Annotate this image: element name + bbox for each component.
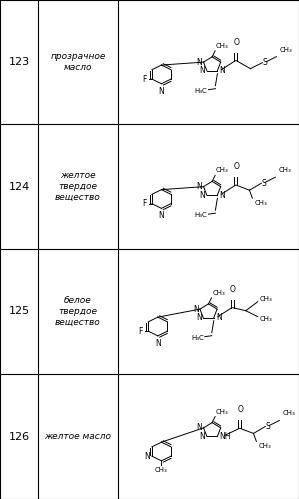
Text: CH₃: CH₃ (279, 47, 292, 53)
Text: 123: 123 (8, 57, 30, 67)
Text: S: S (265, 422, 270, 431)
Text: N: N (196, 182, 202, 191)
Text: N: N (200, 432, 205, 441)
Text: N: N (219, 191, 225, 200)
Text: NH: NH (219, 432, 231, 441)
Text: N: N (196, 313, 202, 322)
Text: F: F (142, 74, 147, 83)
Text: N: N (158, 211, 164, 220)
Text: желтое
твердое
вещество: желтое твердое вещество (55, 171, 101, 202)
Text: F: F (138, 327, 143, 336)
Text: N: N (155, 339, 161, 348)
Text: 126: 126 (8, 432, 30, 442)
Text: O: O (234, 162, 239, 171)
Text: CH₃: CH₃ (216, 167, 229, 173)
Text: H₃C: H₃C (195, 88, 208, 94)
Text: CH₃: CH₃ (216, 409, 229, 415)
Text: N: N (219, 66, 225, 75)
Text: H₃C: H₃C (195, 212, 208, 218)
Text: 125: 125 (8, 306, 30, 316)
Text: N: N (200, 66, 205, 75)
Text: CH₃: CH₃ (260, 296, 273, 302)
Text: O: O (237, 406, 243, 415)
Text: F: F (142, 199, 147, 208)
Text: N: N (196, 423, 202, 433)
Text: 124: 124 (8, 182, 30, 192)
Text: белое
твердое
вещество: белое твердое вещество (55, 296, 101, 327)
Text: O: O (230, 285, 236, 294)
Text: S: S (262, 58, 267, 67)
Text: CH₃: CH₃ (213, 290, 225, 296)
Text: CH₃: CH₃ (278, 167, 291, 173)
Text: N: N (193, 304, 199, 314)
Text: N: N (158, 86, 164, 95)
Text: CH₃: CH₃ (155, 467, 168, 473)
Text: N: N (200, 191, 205, 200)
Text: O: O (234, 37, 239, 47)
Text: N: N (196, 57, 202, 66)
Text: CH₃: CH₃ (216, 43, 229, 49)
Text: N: N (144, 452, 150, 461)
Text: прозрачное
масло: прозрачное масло (50, 52, 106, 72)
Text: CH₃: CH₃ (254, 200, 267, 206)
Text: CH₃: CH₃ (283, 411, 295, 417)
Text: H₃C: H₃C (191, 335, 204, 341)
Text: CH₃: CH₃ (258, 444, 271, 450)
Text: N: N (216, 313, 222, 322)
Text: желтое масло: желтое масло (45, 432, 112, 441)
Text: S: S (261, 179, 266, 188)
Text: CH₃: CH₃ (260, 316, 273, 322)
